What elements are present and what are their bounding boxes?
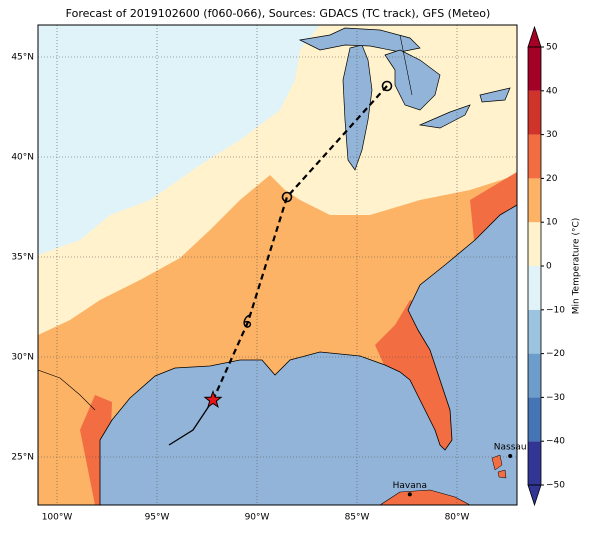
map-title: Forecast of 2019102600 (f060-066), Sourc…: [66, 7, 491, 20]
colorbar-segment: [528, 397, 541, 442]
colorbar-segment: [528, 266, 541, 310]
colorbar-label: Min Temperature (°C): [572, 218, 582, 315]
colorbar-tick-label: −50: [546, 481, 565, 491]
city-label: Havana: [393, 481, 427, 491]
x-tick-label: 85°W: [345, 513, 370, 523]
y-tick-label: 25°N: [11, 453, 34, 463]
map-frame: [37, 24, 518, 506]
x-tick-label: 80°W: [445, 513, 470, 523]
track-point: [281, 191, 293, 203]
bahamas: [491, 454, 507, 479]
city-dot: [407, 492, 412, 497]
city-dot: [508, 454, 513, 458]
border: [38, 369, 96, 411]
colorbar-tick-label: 0: [546, 262, 552, 272]
colorbar-segment: [528, 178, 541, 223]
colorbar-tick-label: 40: [546, 86, 558, 96]
colorbar-segment: [528, 134, 541, 179]
forecast-track: [211, 85, 388, 401]
y-tick-label: 40°N: [11, 153, 34, 163]
colorbar-tick-label: 30: [546, 130, 558, 140]
colorbar-extend: [527, 25, 542, 48]
colorbar-tick-label: −40: [546, 437, 565, 447]
cuba: [379, 489, 471, 505]
border: [399, 34, 413, 96]
map: [38, 25, 517, 505]
storm-symbol: [243, 314, 252, 328]
colorbar-extend: [527, 484, 542, 507]
colorbar-segment: [528, 309, 541, 354]
colorbar-tick-label: 20: [546, 174, 558, 184]
colorbar-tick-label: −30: [546, 393, 565, 403]
great-lakes: [298, 27, 511, 171]
colorbar-tick-label: 50: [546, 43, 558, 53]
x-tick-label: 95°W: [145, 513, 170, 523]
ocean: [99, 204, 517, 505]
y-tick-label: 45°N: [11, 53, 34, 63]
x-tick-label: 100°W: [42, 513, 73, 523]
colorbar-tick-label: −10: [546, 305, 565, 315]
city-label: Nassau: [494, 443, 527, 453]
colorbar-tick-label: −20: [546, 349, 565, 359]
colorbar-tick-label: 10: [546, 218, 558, 228]
y-tick-label: 30°N: [11, 353, 34, 363]
colorbar-segment: [528, 441, 541, 485]
colorbar-segment: [528, 353, 541, 398]
past-track: [168, 399, 214, 446]
x-tick-label: 90°W: [245, 513, 270, 523]
colorbar-segment: [528, 90, 541, 135]
storm-position: [203, 390, 223, 409]
colorbar-segment: [528, 222, 541, 266]
y-tick-label: 35°N: [11, 253, 34, 263]
track-point: [381, 80, 393, 92]
colorbar-segment: [528, 47, 541, 91]
